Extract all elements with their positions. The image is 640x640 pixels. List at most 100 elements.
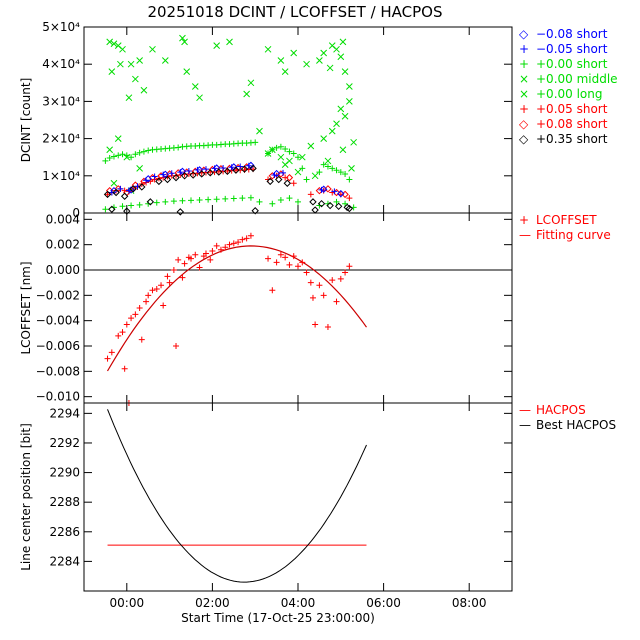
legend-label: Fitting curve — [536, 228, 611, 242]
data-point — [312, 321, 319, 328]
data-point — [163, 175, 172, 184]
data-point — [215, 168, 223, 176]
data-point — [119, 203, 126, 210]
data-point — [286, 261, 293, 268]
data-point — [331, 188, 338, 195]
data-point — [213, 242, 220, 249]
panel-bottom-ytick-label: 2292 — [49, 436, 80, 450]
data-point — [243, 235, 250, 242]
data-point — [128, 202, 135, 209]
data-point — [132, 75, 139, 83]
data-point — [132, 311, 139, 318]
legend-symbol: — — [519, 403, 531, 417]
data-point — [298, 153, 306, 161]
data-point — [108, 205, 116, 213]
panel-middle-fit-curve — [106, 245, 367, 372]
data-point — [337, 105, 345, 113]
legend-label: +0.05 short — [536, 102, 608, 116]
data-point — [282, 174, 289, 181]
data-point — [333, 298, 340, 305]
data-point — [307, 191, 314, 198]
data-point — [269, 146, 276, 153]
panel-bottom-ytick-label: 2284 — [49, 554, 80, 568]
data-point — [320, 161, 327, 168]
panel-middle-ytick-label: −0.010 — [36, 390, 80, 404]
data-point — [170, 198, 177, 205]
data-point — [104, 191, 111, 198]
data-point — [295, 198, 301, 205]
data-point — [277, 196, 284, 203]
panel-bottom-ytick-label: 2294 — [49, 406, 80, 420]
data-point — [106, 146, 114, 154]
data-point — [146, 198, 155, 206]
legend-label: +0.35 short — [536, 132, 608, 146]
data-point — [106, 154, 113, 161]
legend-label: +0.00 middle — [536, 72, 618, 86]
data-point — [247, 79, 255, 87]
legend-symbol: ◇ — [519, 27, 529, 41]
data-point — [196, 264, 203, 271]
data-point — [277, 153, 285, 161]
data-point — [117, 185, 124, 192]
data-point — [337, 189, 345, 198]
data-point — [285, 173, 294, 182]
data-point — [188, 255, 194, 262]
data-point — [346, 263, 353, 270]
panel-bottom-ytick-label: 2288 — [49, 495, 80, 509]
data-point — [342, 269, 349, 276]
data-point — [265, 150, 272, 157]
data-point — [334, 202, 343, 211]
data-point — [113, 187, 120, 194]
legend-symbol: + — [519, 102, 529, 116]
data-point — [307, 279, 314, 286]
data-point — [319, 185, 328, 193]
data-point — [303, 60, 310, 68]
legend-label: +0.08 short — [536, 117, 608, 131]
data-point — [309, 294, 316, 301]
data-point — [183, 68, 191, 75]
data-point — [102, 157, 109, 164]
data-point — [247, 161, 255, 170]
panel-bottom-xtick-label: 00:00 — [110, 596, 145, 610]
data-point — [281, 68, 289, 75]
legend-symbol: + — [519, 42, 529, 56]
data-point — [240, 165, 249, 173]
data-point — [290, 253, 297, 260]
chart-title: 20251018 DCINT / LCOFFSET / HACPOS — [147, 3, 442, 21]
data-point — [230, 195, 237, 202]
data-point — [145, 200, 152, 207]
data-point — [249, 164, 257, 173]
data-point — [176, 208, 185, 216]
data-point — [243, 90, 250, 98]
panel-middle-ytick-label: −0.008 — [36, 364, 80, 378]
data-point — [307, 142, 315, 150]
series-line-best-hacpos — [107, 409, 367, 583]
data-point — [149, 287, 156, 294]
data-point — [317, 199, 326, 208]
data-point — [140, 86, 148, 94]
data-point — [213, 196, 220, 203]
data-point — [110, 204, 117, 211]
data-point — [316, 282, 323, 289]
data-point — [110, 153, 117, 160]
data-point — [282, 254, 289, 261]
data-point — [350, 138, 357, 146]
panel-bottom-xlabel: Start Time (17-Oct-25 23:00:00) — [181, 611, 375, 625]
data-point — [277, 57, 285, 64]
data-point — [339, 38, 347, 46]
data-point — [136, 149, 143, 156]
data-point — [326, 201, 334, 210]
data-point — [309, 198, 317, 206]
data-point — [108, 349, 115, 356]
data-point — [136, 201, 143, 208]
data-point — [103, 190, 112, 199]
data-point — [269, 200, 276, 207]
data-point — [123, 321, 130, 328]
data-point — [346, 98, 353, 105]
legend-symbol: ◇ — [519, 117, 529, 131]
data-point — [194, 166, 201, 173]
data-point — [295, 154, 301, 161]
panel-middle-ytick-label: 0.004 — [46, 212, 80, 226]
data-point — [239, 195, 246, 202]
